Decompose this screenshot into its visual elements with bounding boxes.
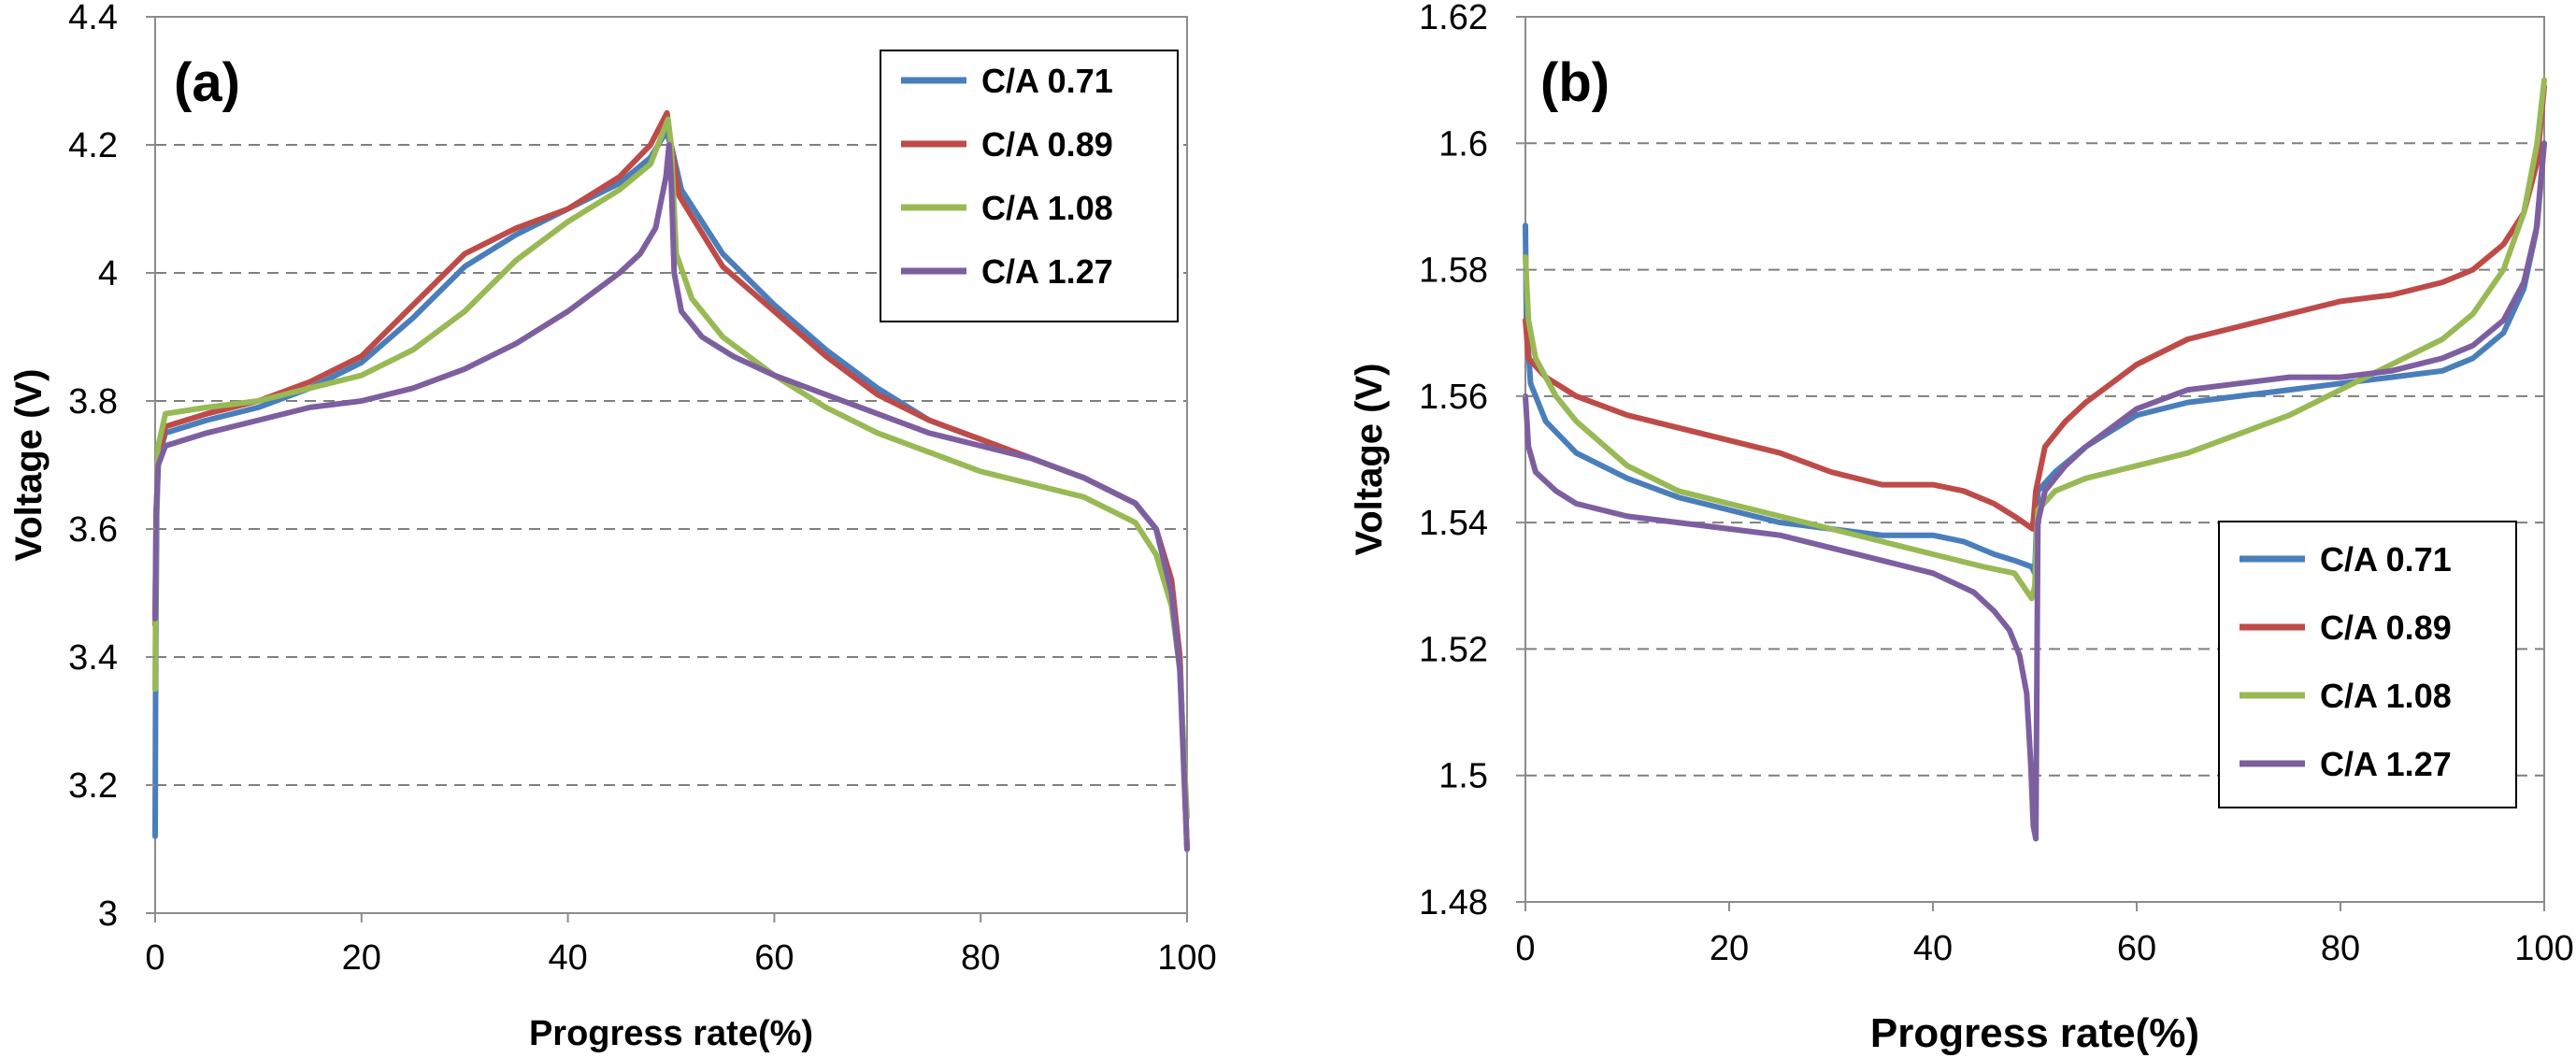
y-tick-label: 4.2	[68, 126, 118, 165]
y-tick-label: 3.2	[68, 766, 118, 806]
panel-b-series	[1523, 77, 2547, 842]
y-tick-label: 4	[98, 254, 118, 293]
x-tick-label: 80	[2321, 929, 2360, 968]
y-tick-label: 1.58	[1419, 251, 1488, 291]
x-tick-label: 60	[754, 938, 794, 978]
panel-b-x-ticks: 0 20 40 60 80 100	[1515, 902, 2574, 968]
panel-b: 1.48 1.5 1.52 1.54 1.56 1.58 1.6 1.62 0 20 40 60 80…	[1349, 0, 2574, 1056]
panel-a-legend: C/A 0.71 C/A 0.89 C/A 1.08 C/A 1.27	[880, 50, 1179, 322]
x-tick-label: 20	[342, 938, 381, 978]
y-tick-label: 1.6	[1438, 124, 1488, 164]
panel-b-label: (b)	[1540, 52, 1610, 113]
y-tick-label: 4.4	[68, 0, 118, 37]
legend-entry-2: C/A 0.89	[981, 125, 1113, 164]
legend-box	[2218, 521, 2517, 808]
y-tick-label: 1.5	[1438, 757, 1488, 796]
panel-a-x-ticks: 0 20 40 60 80 100	[145, 913, 1217, 978]
y-tick-label: 1.56	[1419, 378, 1488, 417]
panel-b-y-axis-label: Voltage (V)	[1349, 364, 1390, 556]
x-tick-label: 40	[548, 938, 587, 978]
panel-a-x-axis-label: Progress rate(%)	[529, 1014, 813, 1053]
panel-b-plot-area	[1524, 16, 2545, 903]
legend-entry-1: C/A 0.71	[2320, 540, 2452, 579]
x-tick-label: 80	[961, 938, 1000, 978]
x-tick-label: 0	[1515, 929, 1535, 968]
series-line-2	[1523, 83, 2547, 532]
legend-entry-2: C/A 0.89	[2320, 608, 2452, 647]
x-tick-label: 0	[145, 938, 165, 978]
x-tick-label: 100	[1157, 938, 1216, 978]
legend-entry-4: C/A 1.27	[981, 252, 1113, 291]
panel-a-y-axis-label: Voltage (V)	[8, 369, 50, 562]
x-tick-label: 20	[1710, 929, 1749, 968]
legend-entry-3: C/A 1.08	[2320, 677, 2452, 715]
series-line-4	[152, 142, 1190, 852]
y-tick-label: 3.4	[68, 638, 118, 678]
legend-entry-3: C/A 1.08	[981, 189, 1113, 227]
panel-a: 3 3.2 3.4 3.6 3.8 4 4.2 4.4 0 20 40 60 80 100 (a) Pr…	[8, 0, 1217, 1053]
y-tick-label: 1.48	[1419, 883, 1488, 922]
panel-a-label: (a)	[174, 52, 240, 113]
panel-b-legend: C/A 0.71 C/A 0.89 C/A 1.08 C/A 1.27	[2218, 521, 2517, 808]
legend-box	[880, 50, 1179, 322]
x-tick-label: 40	[1913, 929, 1953, 968]
y-tick-label: 1.54	[1419, 504, 1488, 543]
x-tick-label: 60	[2117, 929, 2156, 968]
x-tick-label: 100	[2514, 929, 2573, 968]
panel-a-series	[152, 109, 1190, 852]
y-tick-label: 3.6	[68, 510, 118, 550]
y-tick-label: 1.62	[1419, 0, 1488, 37]
panel-a-y-ticks: 3 3.2 3.4 3.6 3.8 4 4.2 4.4	[68, 0, 155, 934]
series-line-4	[1523, 140, 2547, 842]
legend-entry-4: C/A 1.27	[2320, 745, 2452, 783]
panel-b-y-ticks: 1.48 1.5 1.52 1.54 1.56 1.58 1.6 1.62	[1419, 0, 1525, 922]
y-tick-label: 3	[98, 894, 118, 934]
y-tick-label: 1.52	[1419, 630, 1488, 669]
legend-entry-1: C/A 0.71	[981, 62, 1113, 100]
panel-b-x-axis-label: Progress rate(%)	[1870, 1010, 2199, 1056]
y-tick-label: 3.8	[68, 382, 118, 422]
